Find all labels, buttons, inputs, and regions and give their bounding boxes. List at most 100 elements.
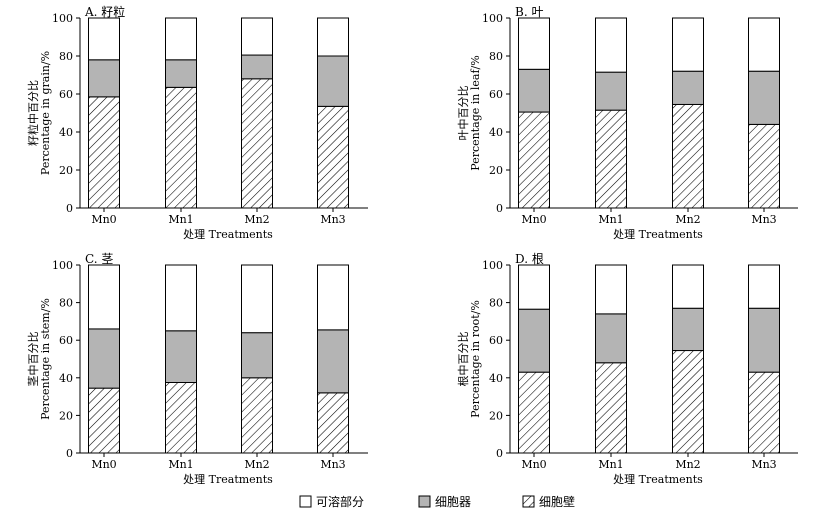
y-tick-label: 80 (59, 297, 73, 310)
organelle-segment-mn2 (241, 332, 273, 379)
legend-swatch (418, 495, 431, 508)
x-tick-label: Mn0 (521, 458, 546, 471)
organelle-segment-mn1 (595, 71, 627, 111)
x-tick-label: Mn1 (598, 213, 623, 226)
legend-soluble: 可溶部分 (299, 494, 364, 509)
cell-wall-segment-mn1 (165, 382, 197, 454)
organelle-segment-mn0 (88, 59, 120, 98)
soluble-segment-mn3 (317, 264, 349, 331)
y-tick-label: 40 (489, 372, 503, 385)
x-tick-label: Mn2 (244, 458, 269, 471)
y-tick-label: 40 (59, 372, 73, 385)
y-axis-label-cn: 根中百分比 (456, 332, 470, 387)
cell-wall-segment-mn3 (317, 105, 349, 209)
x-axis-label: 处理 Treatments (183, 228, 273, 241)
cell-wall-segment-mn2 (672, 350, 704, 454)
panel-title: A. 籽粒 (84, 4, 125, 19)
legend-organelle: 细胞器 (418, 495, 471, 509)
cell-wall-segment-mn2 (241, 78, 273, 209)
y-tick-label: 0 (496, 447, 503, 460)
x-tick-label: Mn1 (168, 213, 193, 226)
x-axis-label: 处理 Treatments (183, 473, 273, 486)
x-tick-label: Mn2 (244, 213, 269, 226)
y-tick-label: 20 (489, 409, 503, 422)
y-axis-label-en: Percentage in grain/% (39, 51, 52, 175)
y-tick-label: 40 (59, 126, 73, 139)
legend-swatch (522, 495, 535, 508)
y-tick-label: 0 (66, 447, 73, 460)
organelle-segment-mn1 (165, 330, 197, 383)
cell-wall-segment-mn0 (518, 111, 550, 209)
x-tick-label: Mn3 (751, 213, 776, 226)
chart-panel-4: 0 20 40 60 80 100 Mn0 Mn1 Mn2 Mn3 D. 根处理 Treatment… (456, 252, 798, 486)
y-tick-label: 60 (59, 334, 73, 347)
chart-panel-2: 0 20 40 60 80 100 Mn0 Mn1 Mn2 Mn3 B. 叶处理 Treatment… (457, 5, 798, 241)
cell-wall-segment-mn0 (88, 387, 120, 454)
soluble-segment-mn0 (88, 17, 120, 61)
organelle-segment-mn0 (88, 328, 120, 389)
cell-wall-segment-mn1 (595, 362, 627, 454)
cell-wall-segment-mn2 (672, 103, 704, 209)
legend-cell-wall: 细胞壁 (522, 494, 575, 509)
cell-wall-segment-mn0 (518, 371, 550, 454)
x-tick-label: Mn0 (91, 458, 116, 471)
organelle-segment-mn0 (518, 308, 550, 373)
y-tick-label: 100 (52, 12, 73, 25)
y-axis-label-en: Percentage in leaf/% (469, 55, 482, 170)
soluble-segment-mn3 (317, 17, 349, 57)
y-axis-label-en: Percentage in stem/% (39, 298, 52, 420)
soluble-segment-mn0 (88, 264, 120, 330)
legend-label: 细胞器 (435, 495, 471, 509)
soluble-segment-mn2 (672, 17, 704, 72)
soluble-segment-mn2 (672, 264, 704, 309)
soluble-segment-mn3 (748, 264, 780, 309)
y-tick-label: 60 (489, 88, 503, 101)
y-tick-label: 100 (482, 259, 503, 272)
cell-wall-segment-mn0 (88, 96, 120, 209)
organelle-segment-mn2 (672, 307, 704, 352)
y-tick-label: 40 (489, 126, 503, 139)
organelle-segment-mn3 (317, 55, 349, 107)
y-tick-label: 80 (489, 297, 503, 310)
x-axis-label: 处理 Treatments (613, 473, 703, 486)
y-axis-label-cn: 籽粒中百分比 (26, 80, 40, 146)
legend-label: 可溶部分 (316, 494, 364, 509)
y-axis-label-cn: 茎中百分比 (27, 332, 40, 387)
panel-title: D. 根 (515, 252, 544, 266)
y-tick-label: 20 (489, 164, 503, 177)
soluble-segment-mn1 (165, 17, 197, 61)
y-tick-label: 20 (59, 409, 73, 422)
y-tick-label: 0 (66, 202, 73, 215)
soluble-segment-mn0 (518, 264, 550, 310)
y-tick-label: 100 (482, 12, 503, 25)
x-axis-label: 处理 Treatments (613, 228, 703, 241)
cell-wall-segment-mn2 (241, 377, 273, 454)
x-tick-label: Mn0 (521, 213, 546, 226)
soluble-segment-mn2 (241, 264, 273, 334)
organelle-segment-mn2 (241, 54, 273, 80)
y-tick-label: 0 (496, 202, 503, 215)
cell-wall-segment-mn1 (595, 109, 627, 209)
y-tick-label: 20 (59, 164, 73, 177)
cell-wall-segment-mn3 (748, 371, 780, 454)
legend-swatch (299, 495, 312, 508)
soluble-segment-mn3 (748, 17, 780, 72)
cell-wall-segment-mn1 (165, 86, 197, 209)
x-tick-label: Mn3 (320, 458, 345, 471)
organelle-segment-mn2 (672, 70, 704, 105)
y-axis-label-cn: 叶中百分比 (457, 86, 470, 141)
soluble-segment-mn1 (595, 264, 627, 315)
cell-wall-segment-mn3 (317, 392, 349, 454)
organelle-segment-mn3 (748, 70, 780, 125)
organelle-segment-mn1 (165, 59, 197, 88)
x-tick-label: Mn3 (751, 458, 776, 471)
chart-panel-3: 0 20 40 60 80 100 Mn0 Mn1 Mn2 Mn3 C. 茎处理 Treatment… (27, 252, 368, 486)
legend-label: 细胞壁 (539, 494, 575, 509)
soluble-segment-mn1 (165, 264, 197, 332)
soluble-segment-mn2 (241, 17, 273, 56)
cell-wall-segment-mn3 (748, 123, 780, 209)
organelle-segment-mn1 (595, 313, 627, 364)
x-tick-label: Mn1 (168, 458, 193, 471)
